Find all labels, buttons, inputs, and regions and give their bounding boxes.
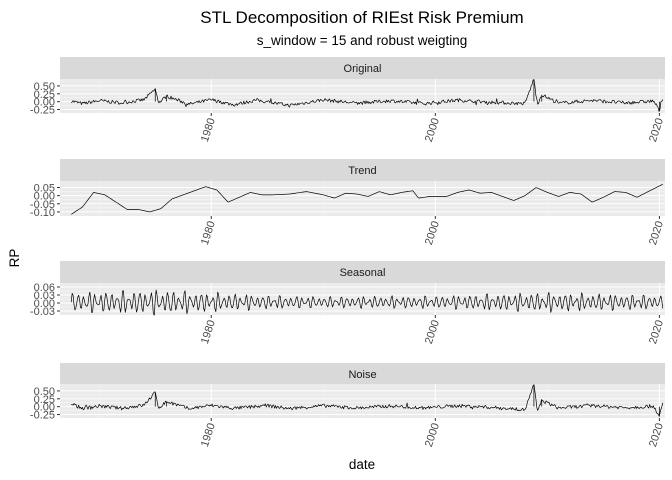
strip-background — [60, 57, 665, 79]
panel-noise: Noise 0.500.250.00-0.25 1980 2000 2020 — [30, 363, 666, 449]
strip-background — [60, 159, 665, 181]
x-tick-label: 2020 — [647, 220, 666, 247]
x-tick-label: 1980 — [199, 319, 218, 346]
y-tick-label: -0.25 — [30, 410, 55, 422]
strip-background — [60, 363, 665, 384]
y-tick-label: -0.25 — [30, 105, 55, 117]
panel-background — [60, 79, 665, 113]
y-tick-label: 0.00 — [34, 97, 55, 109]
y-tick-label: 0.03 — [34, 290, 55, 302]
y-axis-label: RP — [7, 249, 22, 268]
x-tick-label: 1980 — [199, 117, 218, 144]
panel-background — [60, 181, 665, 216]
y-tick-label: 0.50 — [34, 81, 55, 93]
series-line — [70, 289, 664, 316]
panel-seasonal: Seasonal 0.060.030.00-0.03 1980 2000 2020 — [30, 261, 666, 346]
chart-title: STL Decomposition of RIEst Risk Premium — [200, 8, 523, 27]
y-tick-label: 0.25 — [34, 89, 55, 101]
x-tick-label: 1980 — [199, 422, 218, 449]
strip-label: Original — [344, 63, 382, 75]
x-tick-label: 2000 — [423, 117, 442, 144]
y-tick-label: -0.05 — [30, 199, 55, 211]
y-tick-label: 0.05 — [34, 183, 55, 195]
y-tick-label: -0.10 — [30, 207, 55, 219]
x-axis-label: date — [349, 457, 375, 472]
x-tick-label: 1980 — [199, 220, 218, 247]
x-tick-label: 2000 — [423, 422, 442, 449]
series-line — [70, 79, 664, 112]
x-tick-label: 2020 — [647, 422, 666, 449]
series-line — [71, 183, 663, 215]
panel-original: Original 0.500.250.00-0.25 1980 2000 2020 — [30, 57, 666, 144]
strip-label: Trend — [348, 165, 376, 177]
series-line — [71, 384, 664, 417]
y-tick-label: 0.06 — [34, 282, 55, 294]
y-tick-label: 0.50 — [34, 386, 55, 398]
x-tick-label: 2000 — [423, 319, 442, 346]
strip-background — [60, 261, 665, 283]
panel-background — [60, 384, 665, 418]
y-tick-label: 0.25 — [34, 394, 55, 406]
x-tick-label: 2000 — [423, 220, 442, 247]
y-tick-label: -0.03 — [30, 306, 55, 318]
x-tick-label: 2020 — [647, 117, 666, 144]
y-tick-label: 0.00 — [34, 191, 55, 203]
y-tick-label: 0.00 — [34, 402, 55, 414]
chart-subtitle: s_window = 15 and robust weigting — [257, 33, 468, 48]
strip-label: Noise — [348, 369, 376, 381]
x-tick-label: 2020 — [647, 319, 666, 346]
y-tick-label: 0.00 — [34, 298, 55, 310]
strip-label: Seasonal — [340, 267, 386, 279]
panel-trend: Trend 0.050.00-0.05-0.10 1980 2000 2020 — [30, 159, 666, 247]
